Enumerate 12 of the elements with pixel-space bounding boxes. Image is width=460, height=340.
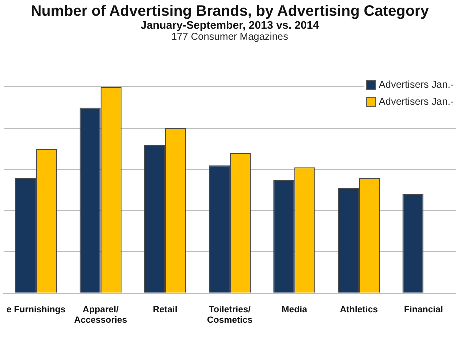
x-tick-label: Retail (153, 304, 178, 314)
legend-label: Advertisers Jan.- (378, 97, 454, 108)
x-tick-label: Financial (404, 304, 444, 314)
legend-label: Advertisers Jan.- (378, 80, 454, 91)
x-tick-label: e Furnishings (6, 304, 66, 314)
chart-title: Number of Advertising Brands, by Advertising Category (30, 3, 430, 20)
x-tick-label: Apparel/Accessories (74, 304, 128, 326)
text: 177 Consumer Magazines (170, 32, 290, 45)
chart-subtitle: January-September, 2013 vs. 2014 (140, 20, 320, 32)
x-tick-label: Athletics (340, 304, 378, 314)
x-tick-label: Media (282, 304, 308, 314)
x-tick-label: Toiletries/Cosmetics (207, 304, 253, 326)
